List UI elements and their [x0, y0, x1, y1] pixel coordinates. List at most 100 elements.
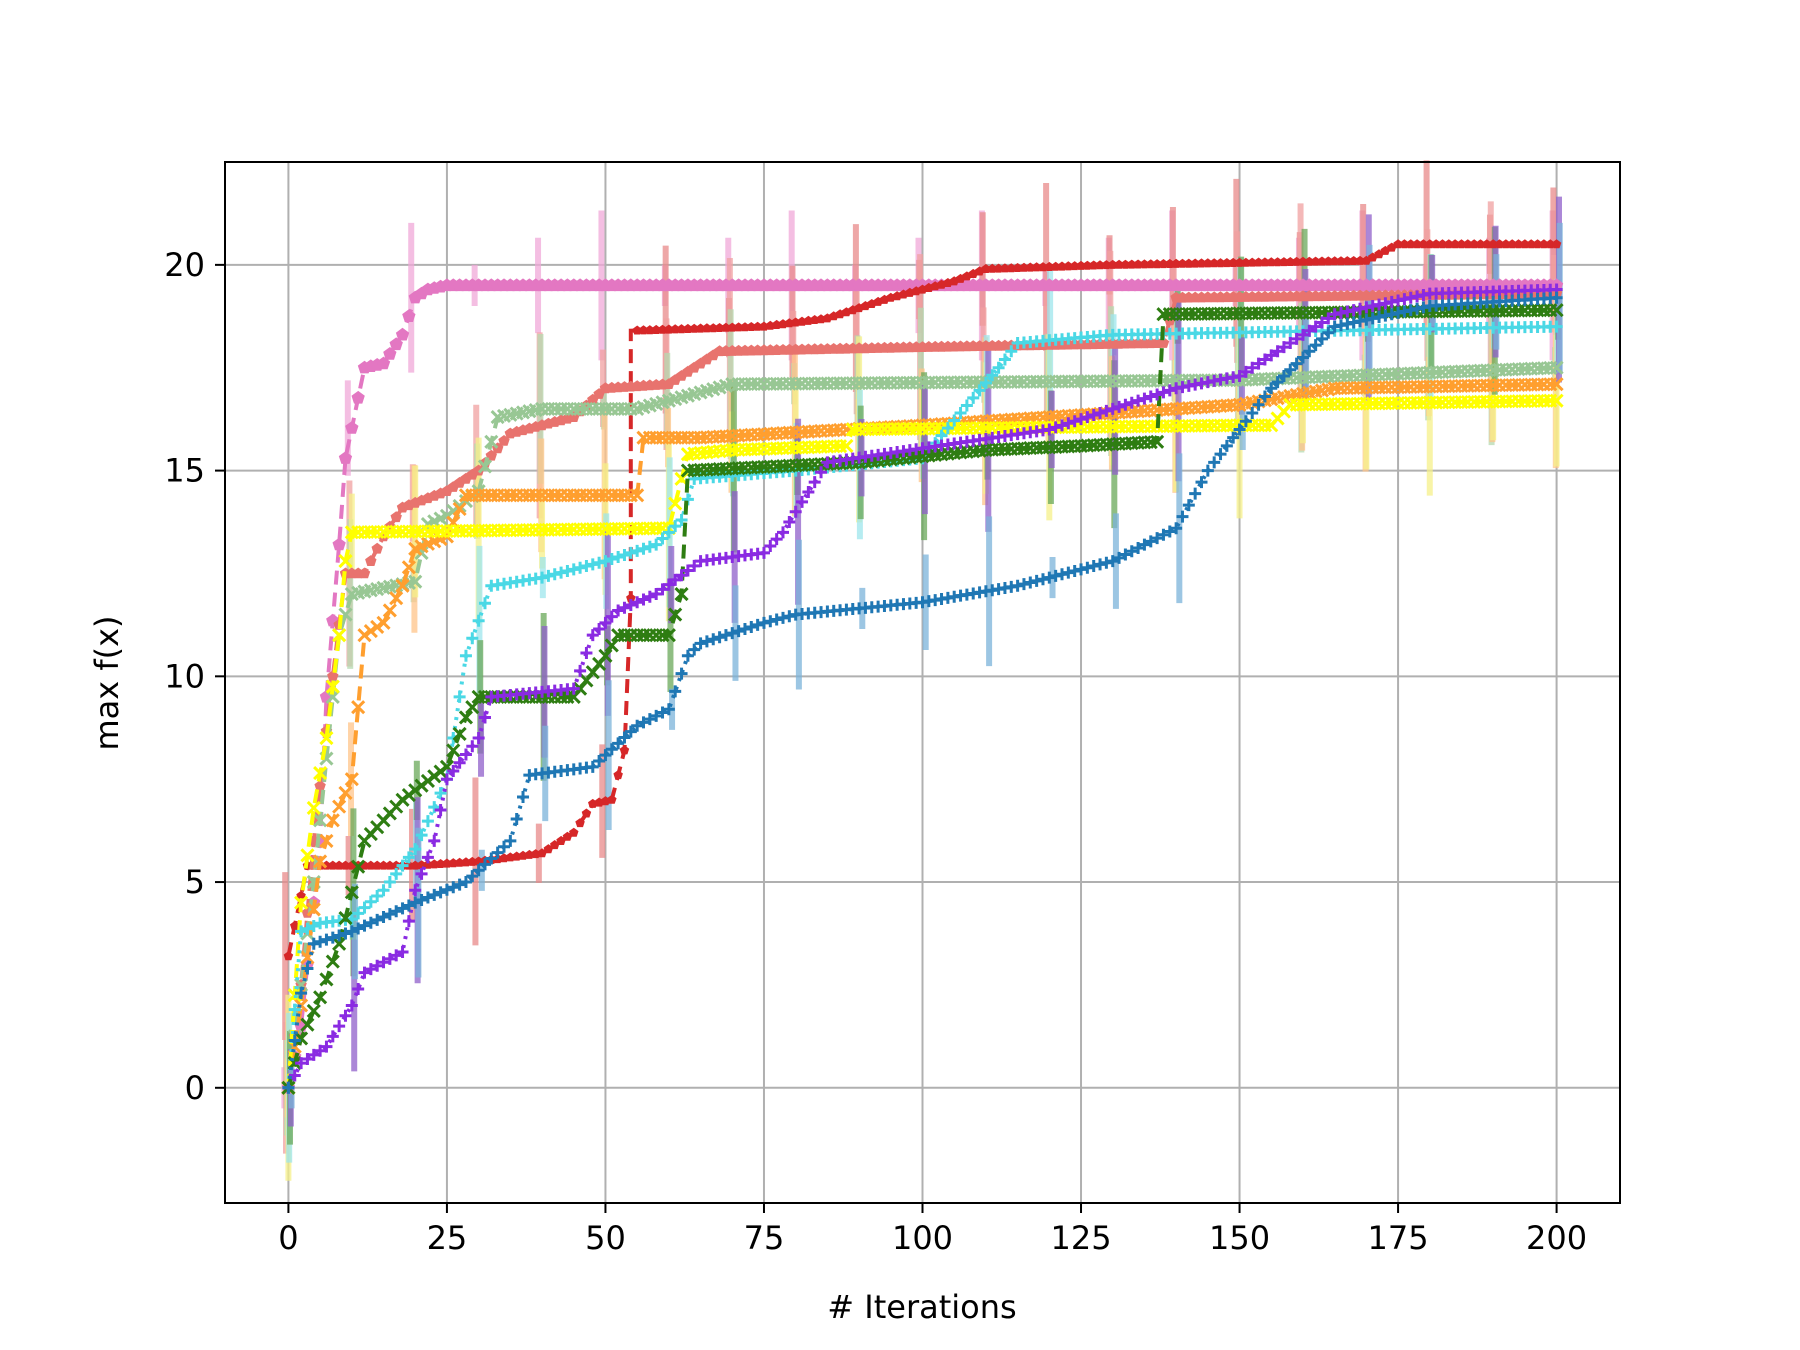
data-point [1000, 263, 1010, 273]
data-point [313, 765, 328, 781]
data-point [1019, 262, 1029, 272]
data-point [1475, 239, 1486, 249]
data-point [1095, 260, 1105, 270]
data-point [338, 554, 353, 569]
data-point [1463, 239, 1473, 249]
data-point [1272, 257, 1283, 267]
data-point [1044, 261, 1055, 271]
data-point [1182, 499, 1195, 512]
data-point [662, 578, 675, 591]
data-point [410, 860, 420, 870]
data-point [1549, 360, 1564, 375]
data-point [351, 390, 365, 404]
data-point [1171, 258, 1181, 268]
data-point [390, 511, 402, 523]
data-point [574, 664, 587, 677]
data-point [1309, 339, 1322, 352]
data-point [351, 859, 366, 874]
data-point [345, 925, 358, 938]
data-point [631, 544, 644, 557]
data-point [960, 399, 973, 412]
data-point [751, 618, 764, 631]
data-point [339, 927, 352, 940]
data-point [967, 391, 980, 404]
data-point [352, 907, 365, 920]
data-point [466, 632, 479, 645]
data-point [1456, 239, 1467, 249]
data-point [738, 623, 751, 636]
data-point [313, 854, 328, 869]
data-point [1108, 259, 1118, 269]
data-point [992, 361, 1005, 374]
data-point [1076, 260, 1086, 270]
data-point [332, 936, 347, 951]
data-point [643, 713, 656, 726]
data-point [1100, 404, 1113, 417]
data-point [1322, 326, 1335, 339]
data-point [319, 833, 334, 848]
data-point [605, 743, 618, 756]
data-point [296, 890, 306, 900]
data-point [371, 890, 384, 903]
data-point [510, 812, 523, 825]
data-point [389, 591, 404, 606]
data-point [1176, 510, 1189, 523]
data-point [1315, 316, 1328, 329]
data-point [307, 919, 320, 932]
data-point [593, 623, 606, 636]
data-point [661, 628, 676, 643]
data-point [770, 613, 783, 626]
data-point [1277, 341, 1290, 354]
data-point [452, 726, 467, 741]
y-tick-label: 5 [185, 863, 205, 901]
data-point [727, 322, 737, 332]
data-point [1550, 320, 1563, 333]
data-point [448, 858, 458, 868]
data-point [1125, 396, 1138, 409]
data-point [345, 999, 358, 1012]
data-point [1056, 419, 1068, 432]
data-point [612, 604, 625, 617]
x-axis-label: # Iterations [827, 1288, 1016, 1326]
data-point [598, 648, 613, 663]
data-point [377, 956, 390, 969]
data-point [340, 860, 351, 870]
data-point [1075, 413, 1088, 426]
data-point [777, 611, 789, 624]
data-point [306, 902, 321, 917]
data-point [1241, 257, 1251, 267]
data-point [733, 322, 744, 332]
data-point [1265, 349, 1278, 362]
data-point [1038, 262, 1048, 272]
data-point [1296, 351, 1309, 364]
data-point [656, 532, 669, 545]
data-point [954, 406, 967, 419]
data-point [581, 808, 592, 818]
data-point [643, 590, 656, 603]
data-point [351, 700, 366, 715]
data-point [313, 813, 328, 828]
data-point [1144, 390, 1157, 403]
data-point [1406, 239, 1416, 249]
data-point [1201, 464, 1214, 477]
data-point [402, 915, 415, 928]
data-point [1296, 328, 1309, 341]
data-point [537, 848, 547, 858]
data-point [1069, 261, 1080, 271]
data-point [1062, 566, 1075, 579]
data-point [662, 526, 675, 539]
data-point [670, 324, 680, 334]
data-point [1220, 439, 1233, 452]
data-point [1208, 456, 1221, 469]
data-point [574, 561, 587, 574]
data-point [383, 952, 396, 965]
data-point [1120, 259, 1131, 269]
data-point [1298, 256, 1308, 266]
data-point [409, 896, 422, 909]
data-point [1412, 239, 1422, 249]
data-point [378, 860, 389, 870]
data-point [390, 949, 403, 962]
data-point [808, 476, 821, 489]
data-point [395, 327, 410, 341]
